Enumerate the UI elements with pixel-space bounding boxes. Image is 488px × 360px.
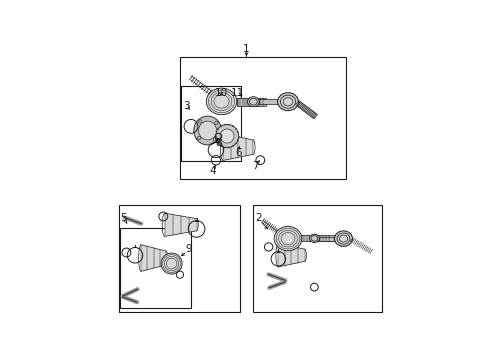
Bar	[300, 235, 333, 242]
Bar	[120, 228, 191, 308]
Polygon shape	[141, 245, 166, 271]
Text: 7: 7	[252, 161, 258, 171]
Text: 3: 3	[183, 100, 189, 111]
Text: 2: 2	[254, 213, 261, 224]
Text: 10: 10	[214, 87, 227, 98]
Bar	[180, 57, 346, 179]
Ellipse shape	[334, 231, 352, 246]
Ellipse shape	[336, 233, 349, 244]
Ellipse shape	[277, 93, 298, 111]
Text: 9: 9	[185, 244, 192, 254]
Ellipse shape	[220, 129, 234, 143]
Text: 8: 8	[214, 138, 221, 148]
Polygon shape	[164, 213, 196, 237]
Polygon shape	[223, 134, 253, 161]
Ellipse shape	[274, 226, 301, 251]
Text: 5: 5	[121, 213, 127, 224]
Text: 6: 6	[234, 148, 241, 158]
Ellipse shape	[309, 234, 319, 243]
Ellipse shape	[161, 253, 182, 274]
Text: 4: 4	[209, 166, 216, 176]
Polygon shape	[278, 244, 304, 267]
Text: 1: 1	[243, 44, 249, 54]
Text: 11: 11	[230, 87, 244, 98]
Bar	[119, 205, 239, 312]
Bar	[295, 100, 317, 119]
Ellipse shape	[206, 88, 236, 115]
Bar	[253, 205, 382, 312]
Ellipse shape	[215, 125, 238, 148]
Ellipse shape	[198, 121, 216, 140]
Ellipse shape	[280, 95, 295, 108]
Ellipse shape	[247, 97, 259, 107]
Ellipse shape	[193, 116, 221, 145]
Bar	[259, 99, 281, 104]
Bar	[319, 237, 337, 240]
Bar	[181, 86, 241, 161]
Bar	[236, 98, 265, 105]
